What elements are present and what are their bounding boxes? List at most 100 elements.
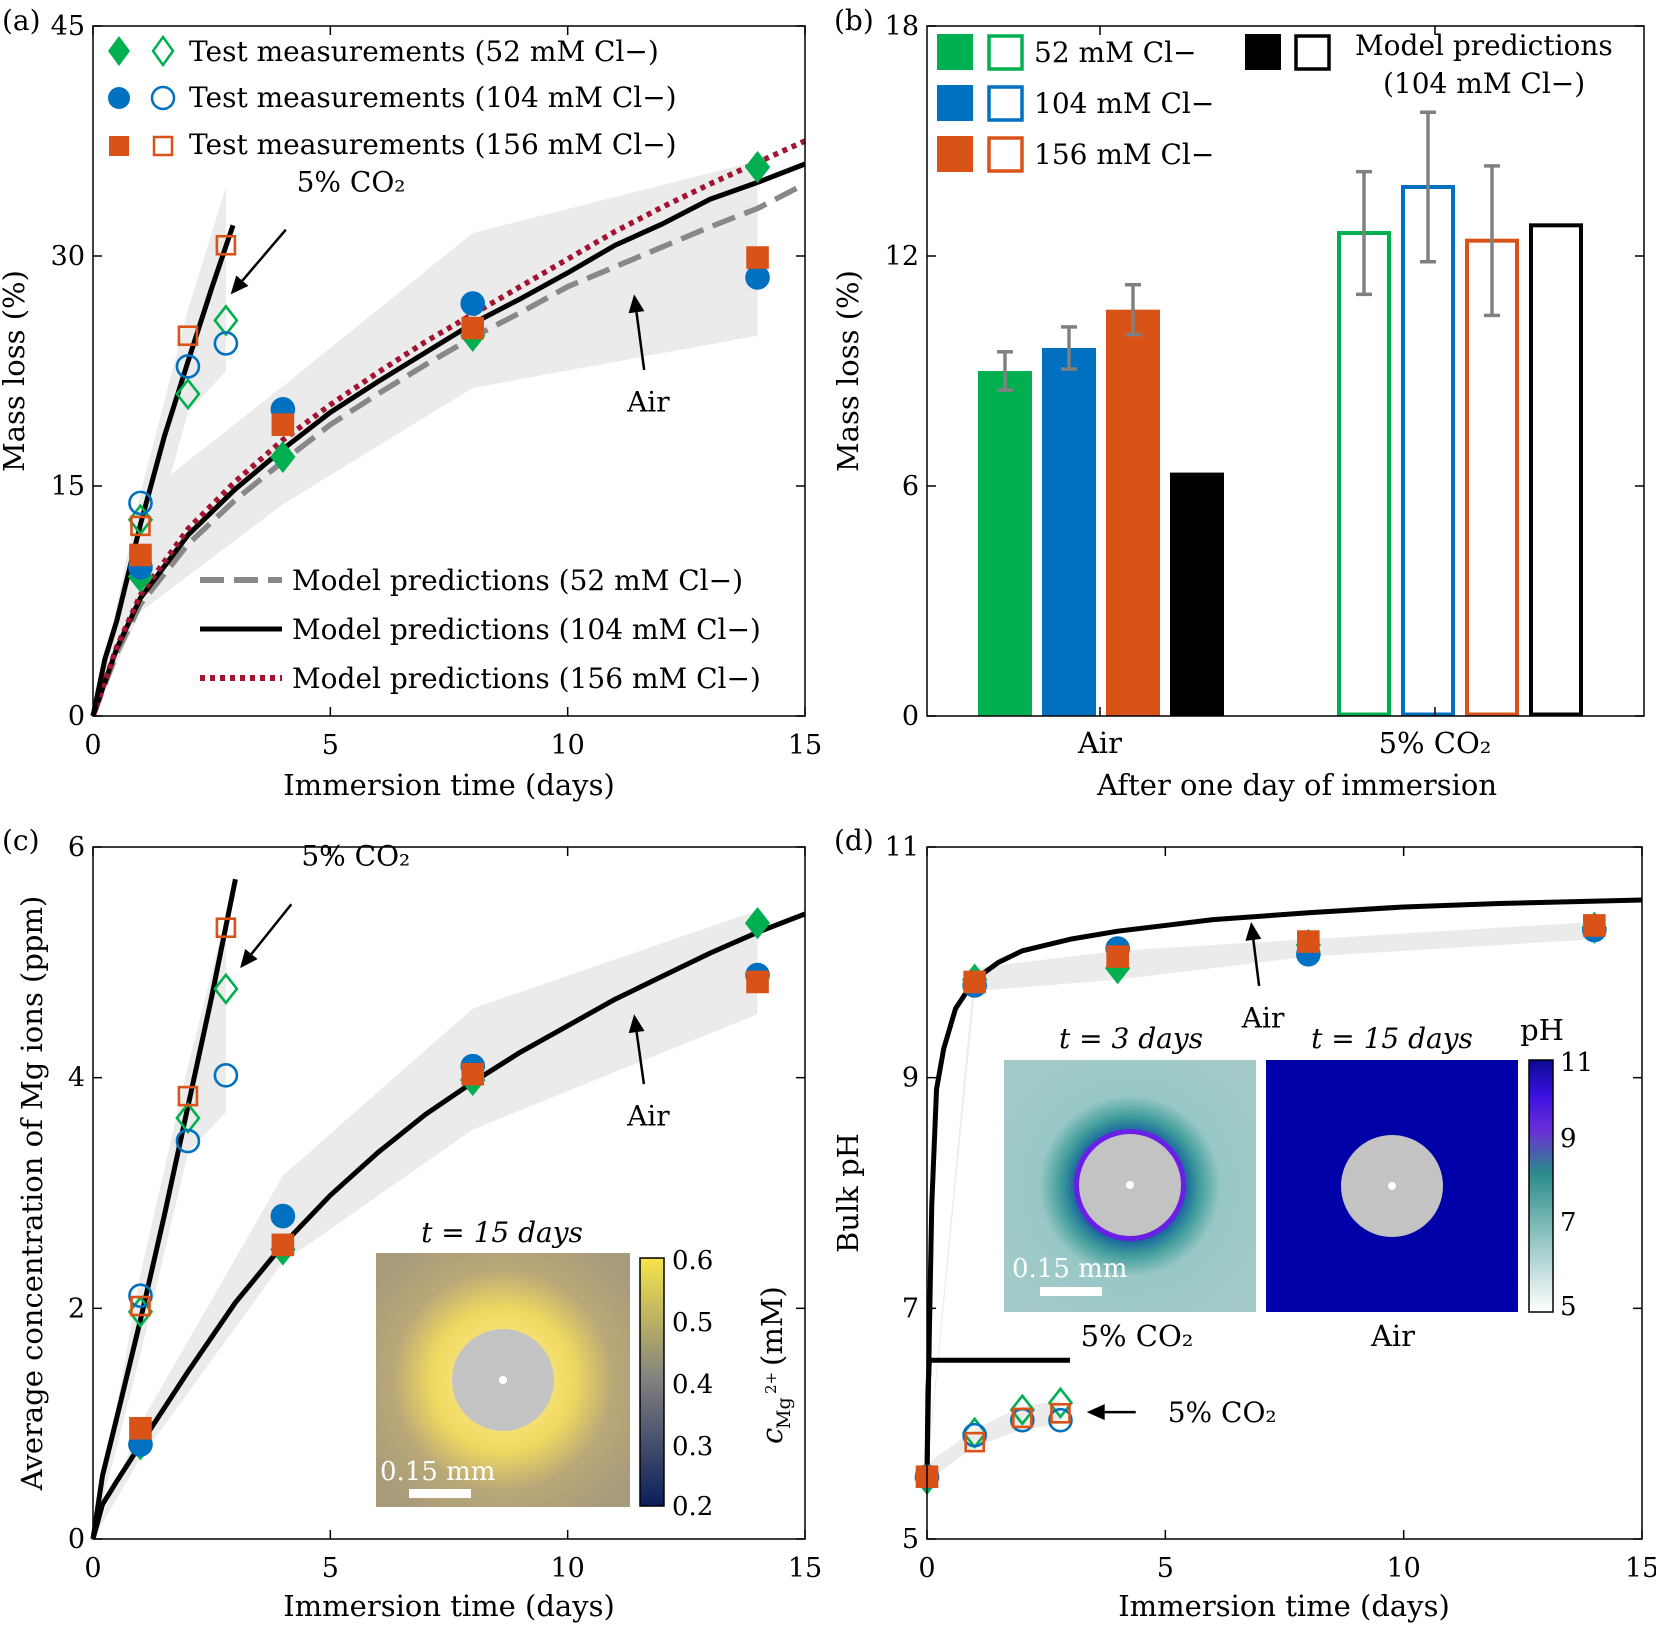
panel-a-point-104-mM-5%-CO2-2 (213, 331, 239, 356)
panel-b-ytick-label-2: 12 (885, 241, 919, 272)
panel-b-ylabel: Mass loss (%) (831, 270, 865, 472)
panel-a-xtick-label-2: 10 (550, 730, 584, 761)
panel-d-arrowhead-1 (1086, 1404, 1105, 1421)
panel-c-point-52-mM-5%-CO2-1 (175, 1101, 201, 1135)
panel-a-arrowhead-1 (628, 294, 645, 314)
panel-d-inset-title-right: t = 15 days (1311, 1022, 1473, 1055)
panel-d-line-model-co2 (924, 1357, 1070, 1476)
panel-a-ytick-label-0: 0 (68, 701, 85, 732)
panel-a-axes-box (92, 25, 806, 717)
panel-b-category-co2: 5% CO₂ (1379, 726, 1492, 760)
panel-d-inset-label-right: Air (1370, 1319, 1415, 1353)
panel-a-legend2-104: Model predictions (104 mM Cl−) (292, 613, 761, 646)
panel-d-ytick-label-3: 11 (885, 832, 919, 863)
panel-c-cb-tick-3: 0.3 (672, 1432, 713, 1462)
panel-c-point-156-mM-Air-1 (271, 1233, 295, 1257)
panel-d-point-52-mM-5%-CO2-2 (1047, 1386, 1074, 1420)
panel-d-point-104-mM-5%-CO2-2 (1048, 1407, 1073, 1433)
panel-d-cb-tick-3: 5 (1560, 1292, 1577, 1322)
panel-c-point-104-mM-Air-1 (270, 1203, 296, 1229)
panel-a-point-52-mM-5%-CO2-1 (175, 377, 201, 411)
panel-b: (b) 0 6 12 18 Air 5% CO₂ After one day of i… (831, 4, 1645, 802)
panel-c-colorbar-label: c Mg 2+ (mM) (755, 1286, 795, 1444)
panel-b-xlabel: After one day of immersion (1096, 768, 1497, 802)
panel-d-annotation-1: 5% CO₂ (1168, 1396, 1277, 1429)
panel-d-inset-center-air (1388, 1182, 1396, 1190)
panel-d-cb-tick-0: 11 (1560, 1048, 1593, 1078)
panel-c-point-104-mM-5%-CO2-1 (175, 1128, 201, 1154)
panel-d-point-156-mM-Air-3 (1297, 930, 1320, 953)
panel-b-bar-0-1 (1337, 231, 1391, 717)
panel-d-point-156-mM-Air-2 (1106, 945, 1129, 968)
panel-a-arrowhead-0 (230, 275, 249, 295)
panel-a-arrow-1 (635, 312, 646, 371)
panel-c-ytick-label-3: 6 (68, 832, 85, 863)
panel-c-inset-scale-label: 0.15 mm (380, 1457, 495, 1487)
panel-d-ylabel: Bulk pH (831, 1133, 865, 1253)
panel-d-inset-label-left: 5% CO₂ (1081, 1319, 1194, 1353)
panel-c-ytick-label-0: 0 (68, 1524, 85, 1555)
panel-c-point-156-mM-5%-CO2-2 (215, 917, 237, 939)
panel-a-line-model-104-co2 (90, 224, 236, 717)
panel-d-ytick-label-1: 7 (902, 1293, 919, 1324)
panel-c-colorbar (639, 1257, 665, 1507)
panel-c-xtick-label-3: 15 (788, 1553, 822, 1584)
svg-text:c: c (755, 1428, 789, 1444)
panel-d-annotation-0: Air (1241, 1002, 1285, 1035)
panel-d-inset-scale-label: 0.15 mm (1012, 1254, 1127, 1284)
panel-b-bar-2-0 (1106, 309, 1160, 716)
panel-d-co2-band (927, 1400, 1061, 1482)
panel-c-point-156-mM-Air-3 (746, 970, 769, 994)
panel-a-ylabel: Mass loss (%) (0, 270, 31, 472)
panel-b-category-air: Air (1077, 726, 1122, 760)
panel-a-point-156-mM-5%-CO2-1 (177, 325, 199, 347)
panel-c-xtick-label-0: 0 (84, 1553, 101, 1584)
panel-a-line-model-104-air (90, 161, 806, 717)
panel-d-xtick-label-0: 0 (918, 1553, 935, 1584)
panel-a-annotation-1: Air (626, 386, 670, 419)
panel-b-legend-swatches (937, 34, 1331, 173)
panel-a-legend2-52: Model predictions (52 mM Cl−) (292, 564, 743, 597)
panel-a-point-104-mM-5%-CO2-0 (128, 490, 153, 516)
panel-d-axes-box (926, 846, 1643, 1540)
panel-a-point-156-mM-Air-0 (129, 543, 152, 567)
panel-c-cb-tick-1: 0.5 (672, 1308, 713, 1338)
panel-d-point-156-mM-5%-CO2-0 (964, 1431, 985, 1453)
panel-c-cb-tick-0: 0.6 (672, 1246, 713, 1276)
panel-a-xtick-label-0: 0 (84, 730, 101, 761)
panel-a-ytick-label-1: 15 (51, 471, 85, 502)
panel-c-point-52-mM-5%-CO2-2 (213, 972, 239, 1005)
panel-a-point-156-mM-5%-CO2-2 (215, 234, 237, 256)
panel-c-inset-scale-bar (409, 1489, 471, 1498)
panel-a-air-band (93, 160, 758, 716)
panel-d-xtick-label-3: 15 (1625, 1553, 1656, 1584)
panel-c-cb-tick-4: 0.2 (672, 1492, 713, 1522)
panel-b-legend-model: Model predictions (1355, 29, 1613, 62)
panel-a-line-model-52-air (90, 181, 807, 717)
panel-c-inset: t = 15 days 0.15 mm 0.6 0.5 0.4 0.3 0.2 … (376, 1216, 795, 1522)
panel-b-bar-3-0 (1170, 472, 1224, 716)
panel-d-cb-tick-2: 7 (1560, 1208, 1577, 1238)
panel-b-legend-model-sub: (104 mM Cl−) (1383, 67, 1585, 100)
panel-c-point-52-mM-5%-CO2-0 (127, 1295, 154, 1328)
panel-d-inset-title-left: t = 3 days (1059, 1022, 1203, 1055)
panel-c-arrowhead-0 (240, 949, 258, 969)
panel-b-label: (b) (834, 4, 874, 37)
panel-c-ylabel: Average concentration of Mg ions (ppm) (15, 896, 49, 1492)
panel-c-inset-title: t = 15 days (421, 1216, 583, 1249)
panel-d-xtick-label-1: 5 (1157, 1553, 1174, 1584)
panel-d-cb-tick-1: 9 (1560, 1124, 1577, 1154)
panel-d-ytick-label-2: 9 (902, 1063, 919, 1094)
panel-b-legend-104: 104 mM Cl− (1034, 87, 1214, 120)
panel-a-point-156-mM-Air-2 (461, 316, 485, 340)
panel-a-label: (a) (2, 4, 41, 37)
panel-a-point-52-mM-Air-1 (270, 440, 296, 473)
panel-a-point-52-mM-Air-3 (744, 150, 771, 184)
panel-a-legend-markers (108, 34, 176, 157)
panel-c-xtick-label-2: 10 (550, 1553, 584, 1584)
panel-c-line-model-co2 (90, 878, 238, 1540)
panel-d-point-156-mM-Air-1 (963, 970, 986, 994)
panel-d-xtick-label-2: 10 (1386, 1553, 1420, 1584)
